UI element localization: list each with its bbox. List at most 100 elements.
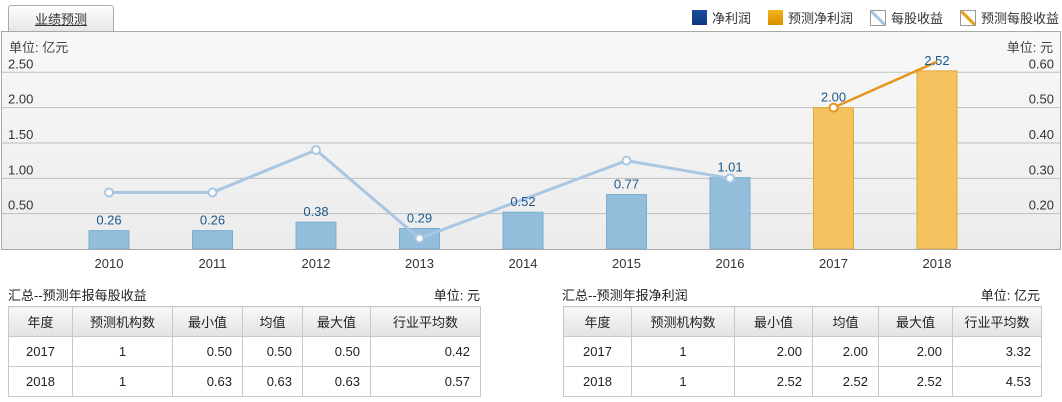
line-marker: [621, 155, 632, 166]
net-profit-table-unit-label: 单位: 亿元: [980, 287, 1040, 303]
eps-table-unit-label: 单位: 元: [433, 287, 480, 303]
x-axis-label: 2010: [94, 256, 124, 271]
line-marker: [104, 187, 114, 198]
bar-value-label: 0.52: [510, 194, 535, 209]
line-marker: [311, 145, 321, 156]
bar-净利润: [88, 230, 130, 249]
table-cell: 2017: [8, 336, 73, 367]
table-cell: 2.52: [812, 366, 879, 397]
left-axis-unit-label: 单位: 亿元: [9, 40, 69, 55]
table-cell: 2018: [563, 366, 632, 397]
table-cell: 1: [631, 366, 735, 397]
left-axis-tick-label: 1.50: [8, 127, 33, 142]
net-profit-forecast-table: 年度 预测机构数 最小值 均值 最大值 行业平均数 2017 1 2.00 2.00 2.00 3.3…: [563, 306, 1042, 397]
legend-line-swatch-forecast-eps-icon: [959, 9, 976, 26]
x-axis-label: 2012: [301, 256, 331, 271]
table-cell: 0.50: [172, 336, 243, 367]
table-header-cell: 年度: [563, 306, 632, 337]
net-profit-table-title-row: 汇总--预测年报净利润 单位: 亿元: [562, 282, 1040, 306]
legend-label: 每股收益: [890, 11, 943, 26]
left-axis-tick-label: 2.00: [8, 92, 33, 107]
legend-item-eps: 每股收益: [869, 8, 943, 27]
table-cell: 2017: [563, 336, 632, 367]
table-row: 2017 1 2.00 2.00 2.00 3.32: [563, 336, 1042, 367]
right-axis-tick-label: 0.60: [1029, 56, 1054, 71]
table-cell: 1: [72, 366, 173, 397]
table-header-cell: 行业平均数: [370, 306, 481, 337]
left-axis-tick-label: 2.50: [8, 56, 33, 71]
table-cell: 2.00: [812, 336, 879, 367]
bar-预测净利润: [916, 70, 958, 249]
table-header-cell: 预测机构数: [631, 306, 735, 337]
bar-value-label: 0.77: [614, 177, 639, 192]
table-cell: 2.52: [878, 366, 953, 397]
x-axis-label: 2017: [819, 256, 848, 271]
table-cell: 0.50: [302, 336, 371, 367]
line-预测每股收益: [832, 60, 938, 109]
line-marker: [828, 102, 839, 113]
table-cell: 2.00: [734, 336, 813, 367]
bar-净利润: [709, 177, 751, 249]
tab-performance-forecast[interactable]: 业绩预测: [8, 5, 114, 31]
right-axis-tick-label: 0.50: [1029, 92, 1054, 107]
bar-value-label: 0.29: [407, 211, 432, 226]
table-cell: 0.57: [370, 366, 481, 397]
legend-label: 预测净利润: [787, 11, 853, 26]
table-header-row: 年度 预测机构数 最小值 均值 最大值 行业平均数: [8, 306, 481, 337]
table-cell: 0.50: [242, 336, 303, 367]
x-axis-labels: 2010 2011 2012 2013 2014 2015 2016 2017 2018: [0, 250, 1062, 276]
table-header-cell: 均值: [812, 306, 879, 337]
table-cell: 4.53: [952, 366, 1042, 397]
chart-legend: 净利润 预测净利润 每股收益 预测每股收益: [691, 8, 1059, 27]
tab-bar: 业绩预测 净利润 预测净利润 每股收益 预测每股收益: [0, 0, 1062, 31]
table-cell: 1: [631, 336, 735, 367]
table-header-cell: 最大值: [302, 306, 371, 337]
legend-label: 预测每股收益: [980, 11, 1059, 26]
tab-label: 业绩预测: [34, 12, 87, 27]
eps-table-title-row: 汇总--预测年报每股收益 单位: 元: [8, 282, 480, 306]
legend-bar-swatch-net-profit-icon: [691, 10, 707, 25]
bar-value-label: 0.38: [303, 204, 328, 219]
line-marker: [725, 173, 735, 184]
net-profit-table-title: 汇总--预测年报净利润: [562, 287, 688, 303]
left-axis-tick-label: 1.00: [8, 162, 33, 177]
x-axis-label: 2016: [715, 256, 745, 271]
line-marker: [414, 233, 425, 244]
table-cell: 0.42: [370, 336, 481, 367]
legend-item-net-profit: 净利润: [691, 8, 751, 27]
table-header-cell: 均值: [242, 306, 303, 337]
eps-forecast-table: 年度 预测机构数 最小值 均值 最大值 行业平均数 2017 1 0.50 0.50 0.50 0.4…: [8, 306, 481, 397]
bar-value-label: 2.52: [924, 53, 949, 68]
tables-row: 年度 预测机构数 最小值 均值 最大值 行业平均数 2017 1 0.50 0.50 0.50 0.4…: [0, 306, 1062, 397]
legend-line-swatch-eps-icon: [869, 9, 886, 26]
eps-table-title: 汇总--预测年报每股收益: [8, 287, 147, 303]
bar-预测净利润: [813, 107, 854, 249]
table-row: 2017 1 0.50 0.50 0.50 0.42: [8, 336, 481, 367]
table-header-cell: 最小值: [172, 306, 243, 337]
x-axis-label: 2015: [612, 256, 641, 271]
table-row: 2018 1 0.63 0.63 0.63 0.57: [8, 366, 481, 397]
table-header-cell: 最大值: [878, 306, 953, 337]
bar-value-label: 0.26: [96, 213, 121, 228]
chart-area: 0.50 0.20 1.00 0.30 1.50 0.40 2.00 0.50 2.50 0.60…: [1, 31, 1061, 250]
table-titles-row: 汇总--预测年报每股收益 单位: 元 汇总--预测年报净利润 单位: 亿元: [0, 276, 1062, 306]
bar-value-label: 1.01: [717, 160, 742, 175]
table-cell: 2.52: [734, 366, 813, 397]
bar-净利润: [502, 211, 544, 249]
table-cell: 1: [72, 336, 173, 367]
left-axis-tick-label: 0.50: [8, 198, 33, 213]
table-cell: 0.63: [242, 366, 303, 397]
table-header-cell: 预测机构数: [72, 306, 173, 337]
table-cell: 0.63: [302, 366, 371, 397]
table-cell: 2018: [8, 366, 73, 397]
bar-净利润: [192, 230, 233, 249]
table-cell: 3.32: [952, 336, 1042, 367]
right-axis-tick-label: 0.40: [1029, 127, 1054, 142]
line-marker: [207, 187, 218, 198]
x-axis-label: 2018: [922, 256, 952, 271]
table-cell: 2.00: [878, 336, 953, 367]
legend-item-forecast-net-profit: 预测净利润: [767, 8, 853, 27]
table-header-cell: 行业平均数: [952, 306, 1042, 337]
table-header-cell: 最小值: [734, 306, 813, 337]
